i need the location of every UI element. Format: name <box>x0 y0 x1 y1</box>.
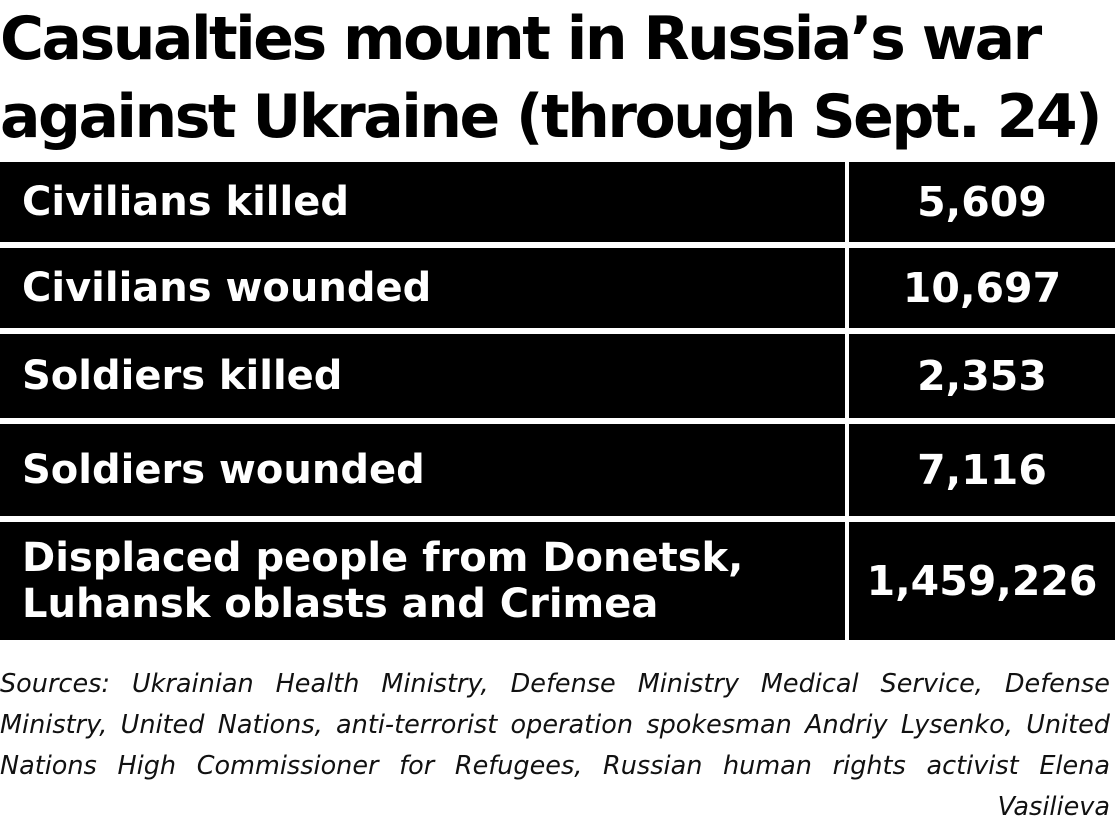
row-value: 1,459,226 <box>849 522 1115 640</box>
table-row: Civilians killed 5,609 <box>0 162 1118 242</box>
row-value: 10,697 <box>849 248 1115 328</box>
table-row: Civilians wounded 10,697 <box>0 248 1118 328</box>
chart-title: Casualties mount in Russia’s war against… <box>0 4 1103 152</box>
row-label: Soldiers wounded <box>0 424 845 516</box>
row-label: Displaced people from Donetsk, Luhansk o… <box>0 522 845 640</box>
sources-note: Sources: Ukrainian Health Ministry, Defe… <box>0 669 1110 822</box>
row-value: 5,609 <box>849 162 1115 242</box>
row-label: Soldiers killed <box>0 334 845 418</box>
table-row: Soldiers killed 2,353 <box>0 334 1118 418</box>
row-value: 7,116 <box>849 424 1115 516</box>
row-label: Civilians killed <box>0 162 845 242</box>
row-value: 2,353 <box>849 334 1115 418</box>
table-row: Displaced people from Donetsk, Luhansk o… <box>0 522 1118 640</box>
table-row: Soldiers wounded 7,116 <box>0 424 1118 516</box>
casualties-table: Civilians killed 5,609 Civilians wounded… <box>0 162 1118 642</box>
row-label: Civilians wounded <box>0 248 845 328</box>
